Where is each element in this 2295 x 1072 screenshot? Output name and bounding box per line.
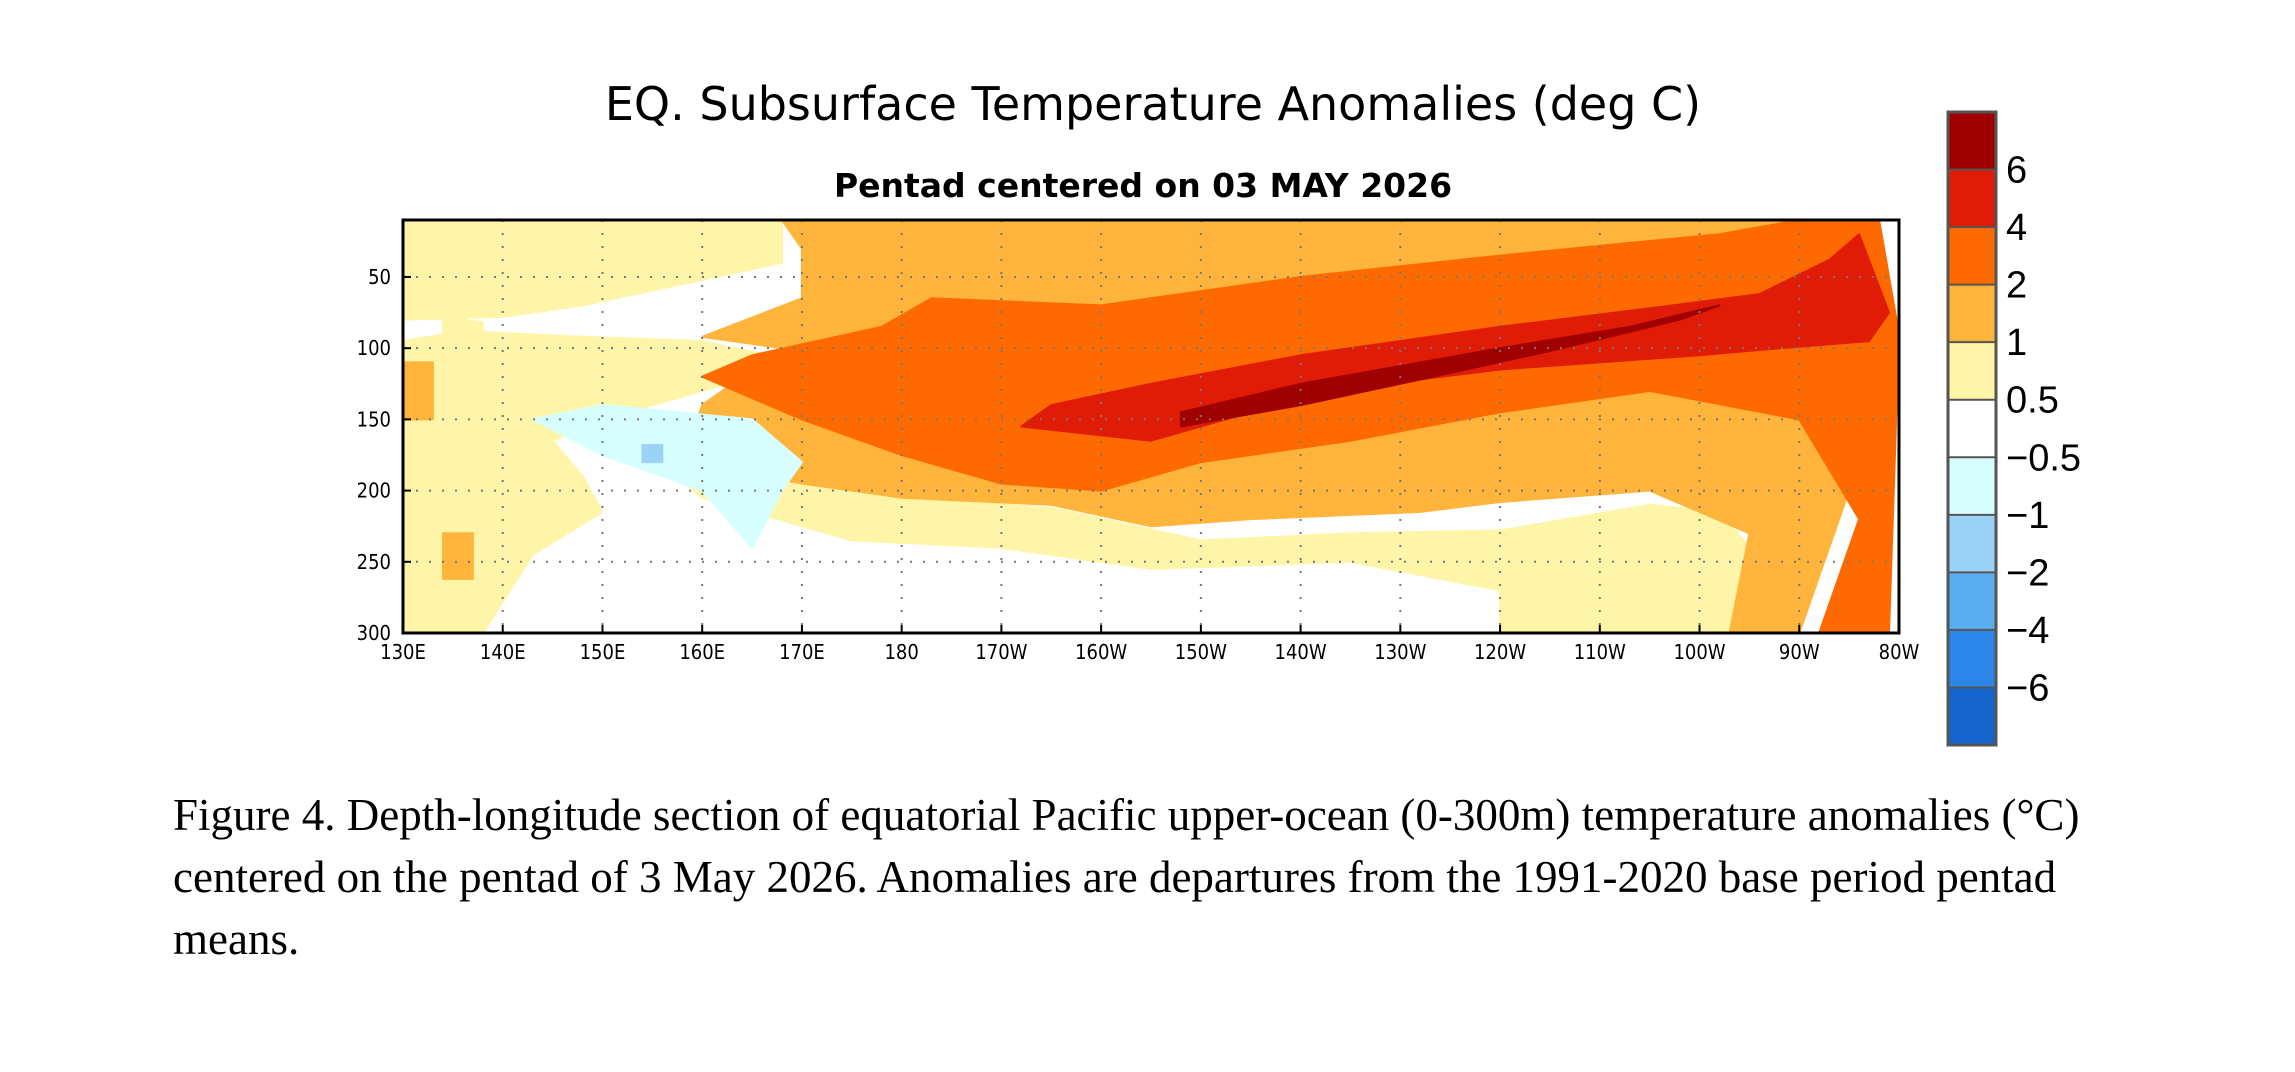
colorbar: 6 4 2 1 0.5 −0.5 −1 −2 −4 −6 [1946,110,2081,747]
x-axis: 130E 140E 150E 160E 170E 180 170W 160W 150W 140W 1… [380,625,1920,664]
y-tick-label: 100 [357,336,391,360]
anomaly-region-0 [403,220,783,321]
colorbar-swatch [1948,284,1996,343]
anomaly-region-8 [641,444,664,464]
x-tick-label: 150W [1175,640,1227,664]
chart-subtitle: Pentad centered on 03 MAY 2026 [834,166,1452,205]
x-tick-label: 100W [1673,640,1725,664]
anomaly-contours [403,220,1899,633]
anomaly-region-10 [441,532,474,580]
x-tick-label: 140E [480,640,526,664]
y-tick-label: 200 [357,479,391,503]
colorbar-label: −4 [2006,610,2049,652]
plot-area: 130E 140E 150E 160E 170E 180 170W 160W 150W 140W 1… [357,218,1920,664]
anomaly-region-6 [1179,304,1721,428]
plot-frame [401,218,1901,635]
chart-title: EQ. Subsurface Temperature Anomalies (de… [605,77,1701,131]
x-tick-label: 90W [1779,640,1820,664]
colorbar-label: −0.5 [2006,437,2081,479]
colorbar-swatch [1948,227,1996,286]
colorbar-swatch [1948,687,1996,746]
colorbar-swatch [1948,112,1996,171]
y-tick-label: 300 [357,621,391,645]
x-tick-label: 180 [884,640,918,664]
colorbar-swatch [1948,399,1996,458]
anomaly-region-9 [441,315,484,350]
colorbar-label: −2 [2006,552,2049,594]
x-tick-label: 140W [1275,640,1327,664]
y-axis: 50 100 150 200 250 300 [357,265,411,645]
colorbar-label: 4 [2006,207,2027,249]
y-tick-label: 150 [357,407,391,431]
x-tick-label: 110W [1574,640,1626,664]
x-tick-label: 170W [975,640,1027,664]
x-tick-label: 160W [1075,640,1127,664]
colorbar-label: −6 [2006,667,2049,709]
x-tick-label: 150E [580,640,626,664]
x-tick-label: 80W [1879,640,1920,664]
colorbar-swatch [1948,514,1996,573]
x-tick-label: 170E [779,640,825,664]
colorbar-swatch [1948,342,1996,401]
colorbar-swatch [1948,572,1996,631]
figure-caption: Figure 4. Depth-longitude section of equ… [173,790,2080,964]
x-tick-label: 160E [679,640,725,664]
colorbar-label: −1 [2006,495,2049,537]
x-tick-label: 120W [1474,640,1526,664]
y-tick-label: 250 [357,550,391,574]
colorbar-swatch [1948,457,1996,516]
colorbar-swatch [1948,169,1996,228]
x-tick-label: 130W [1374,640,1426,664]
colorbar-label: 6 [2006,150,2027,192]
y-tick-label: 50 [368,265,391,289]
x-tick-label: 130E [380,640,426,664]
colorbar-swatch [1948,629,1996,688]
colorbar-label: 2 [2006,265,2027,307]
anomaly-region-11 [403,361,434,421]
colorbar-label: 0.5 [2006,380,2059,422]
colorbar-label: 1 [2006,322,2027,364]
colorbar-frame [1946,110,1998,747]
